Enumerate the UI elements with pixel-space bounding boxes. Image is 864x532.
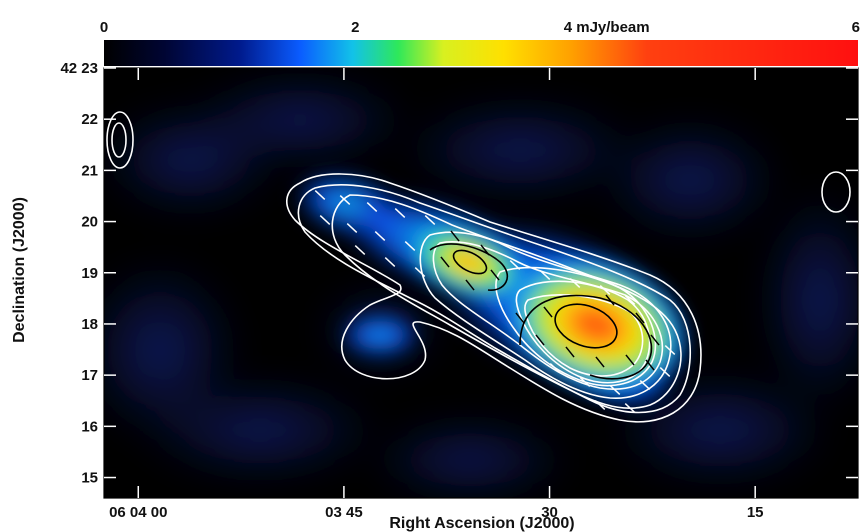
- white-contours: [106, 111, 851, 423]
- polarization-vector: [565, 346, 575, 358]
- polarization-vector: [440, 256, 450, 268]
- y-tick-label: 42 23: [60, 60, 98, 77]
- polarization-vector: [480, 244, 490, 256]
- contour-knot-peak: [452, 249, 488, 275]
- polarization-vector: [543, 306, 553, 318]
- polarization-vector: [599, 285, 611, 295]
- polarization-vector: [664, 345, 676, 355]
- y-tick-label: 15: [81, 470, 98, 487]
- polarization-vector: [535, 334, 545, 346]
- polarization-vector: [465, 279, 475, 291]
- x-tick-label: 03 45: [325, 504, 363, 521]
- map-frame: [103, 67, 859, 499]
- polarization-vector: [609, 385, 621, 395]
- polarization-vector: [549, 363, 561, 373]
- polarization-vector: [354, 245, 366, 255]
- colorbar-strip: [104, 40, 858, 66]
- polarization-vector: [635, 312, 645, 324]
- polarization-vector: [404, 241, 416, 251]
- axis-tick-marks: [104, 67, 858, 498]
- polarization-vector: [509, 260, 521, 270]
- polarization-vector: [595, 356, 605, 368]
- x-tick-label: 30: [541, 504, 558, 521]
- polarization-vector: [319, 215, 331, 225]
- contour-core-outer: [519, 294, 653, 380]
- polarization-vector: [645, 359, 655, 371]
- x-tick-label: 15: [747, 504, 764, 521]
- contour-level-6: [495, 266, 657, 387]
- black-contours: [429, 243, 653, 380]
- contour-level-1: [286, 173, 702, 423]
- polarization-vector: [594, 400, 606, 410]
- polarization-vector: [394, 208, 406, 218]
- polarization-vector: [424, 215, 436, 225]
- colorbar-tick-label: 2: [351, 19, 359, 36]
- polarization-vector: [639, 380, 651, 390]
- y-tick-label: 20: [81, 214, 98, 231]
- y-tick-label: 18: [81, 316, 98, 333]
- x-tick-label: 06 04 00: [109, 504, 167, 521]
- polarization-vector: [339, 195, 351, 205]
- polarization-vector: [414, 267, 426, 277]
- polarization-vector: [625, 354, 635, 366]
- x-axis-title: Right Ascension (J2000): [389, 515, 574, 532]
- polarization-vector: [374, 231, 386, 241]
- polarization-vector: [515, 312, 525, 324]
- polarization-vector: [624, 295, 636, 305]
- contour-noise-left-outer: [106, 111, 134, 169]
- polarization-vector: [384, 257, 396, 267]
- polarization-vector: [346, 223, 358, 233]
- contour-noise-left-inner: [111, 122, 127, 158]
- y-axis-title: Declination (J2000): [11, 197, 28, 343]
- polarization-vector: [450, 230, 460, 242]
- background-haze: [104, 75, 858, 498]
- contour-level-4: [419, 231, 672, 399]
- polarization-vector: [539, 270, 551, 280]
- polarization-vector: [624, 403, 636, 413]
- polarization-vector: [605, 294, 615, 306]
- contour-level-5: [432, 241, 664, 390]
- y-tick-label: 21: [81, 162, 98, 179]
- y-tick-label: 22: [81, 111, 98, 128]
- colorbar-tick-label: 6: [852, 19, 860, 36]
- emission-image: [104, 75, 858, 498]
- y-tick-labels: 42 23 22 21 20 19 18 17 16 15: [60, 60, 98, 487]
- polarization-vector: [659, 367, 671, 377]
- contour-knot-outer: [429, 243, 509, 291]
- contour-overlay: [106, 111, 851, 423]
- polarization-vectors: [314, 190, 676, 413]
- colorbar: 0 2 4 mJy/beam 6: [100, 19, 860, 66]
- contour-noise-right: [821, 171, 851, 213]
- polarization-vector: [314, 190, 326, 200]
- polarization-vector: [490, 269, 500, 281]
- y-tick-label: 17: [81, 367, 98, 384]
- contour-core-peak: [554, 303, 618, 349]
- polarization-vector: [569, 278, 581, 288]
- polarization-vector: [579, 377, 591, 387]
- y-tick-label: 16: [81, 418, 98, 435]
- polarization-vector: [650, 334, 660, 346]
- map-panel: [103, 67, 859, 499]
- colorbar-tick-label: 4 mJy/beam: [564, 19, 650, 36]
- colorbar-tick-label: 0: [100, 19, 108, 36]
- y-tick-label: 19: [81, 265, 98, 282]
- polarization-vector: [366, 202, 378, 212]
